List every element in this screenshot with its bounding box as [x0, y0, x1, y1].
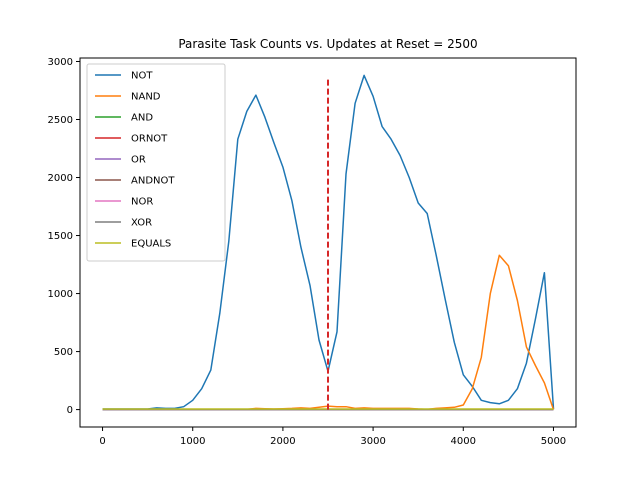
legend-label-andnot: ANDNOT: [131, 176, 175, 187]
y-axis: 0 500 1000 1500 2000 2500 3000: [48, 57, 80, 416]
legend-label-nor: NOR: [131, 197, 153, 208]
y-tick-label: 500: [54, 347, 73, 358]
y-tick-label: 1000: [48, 289, 73, 300]
legend-label-xor: XOR: [131, 218, 152, 229]
legend-label-ornot: ORNOT: [131, 134, 168, 145]
legend: NOT NAND AND ORNOT OR ANDNOT NOR XOR EQUALS: [86, 63, 226, 262]
plot-area: [102, 74, 555, 411]
x-tick-label: 1000: [180, 436, 205, 447]
y-tick-label: 3000: [48, 57, 73, 68]
legend-label-not: NOT: [131, 71, 153, 82]
y-tick-label: 1500: [48, 231, 73, 242]
y-tick-label: 2000: [48, 173, 73, 184]
x-tick-label: 0: [99, 436, 105, 447]
x-tick-label: 2000: [270, 436, 295, 447]
legend-label-or: OR: [131, 155, 146, 166]
legend-label-and: AND: [131, 113, 153, 124]
y-tick-label: 2500: [48, 115, 73, 126]
x-tick-label: 3000: [360, 436, 385, 447]
x-tick-label: 5000: [541, 436, 566, 447]
chart-title: Parasite Task Counts vs. Updates at Rese…: [178, 37, 477, 51]
axes-frame: [79, 57, 577, 428]
x-axis: 0 1000 2000 3000 4000 5000: [99, 427, 566, 447]
x-tick-label: 4000: [451, 436, 476, 447]
legend-label-nand: NAND: [131, 92, 161, 103]
y-tick-label: 0: [67, 405, 73, 416]
legend-label-equals: EQUALS: [131, 239, 171, 250]
legend-box: [86, 63, 226, 262]
